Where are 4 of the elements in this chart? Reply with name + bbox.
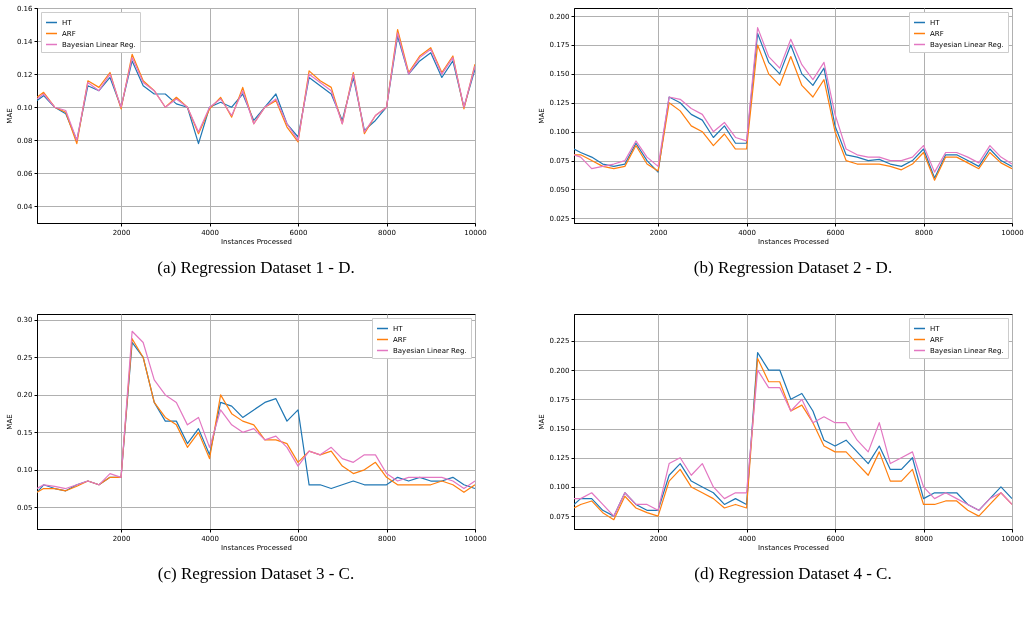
text: (a) Regression Dataset 1 - D. — [157, 258, 355, 277]
text: (b) Regression Dataset 2 - D. — [693, 258, 893, 277]
text: (c) Regression Dataset 3 - C. — [157, 564, 355, 583]
text: (d) Regression Dataset 4 - C. — [694, 564, 892, 583]
